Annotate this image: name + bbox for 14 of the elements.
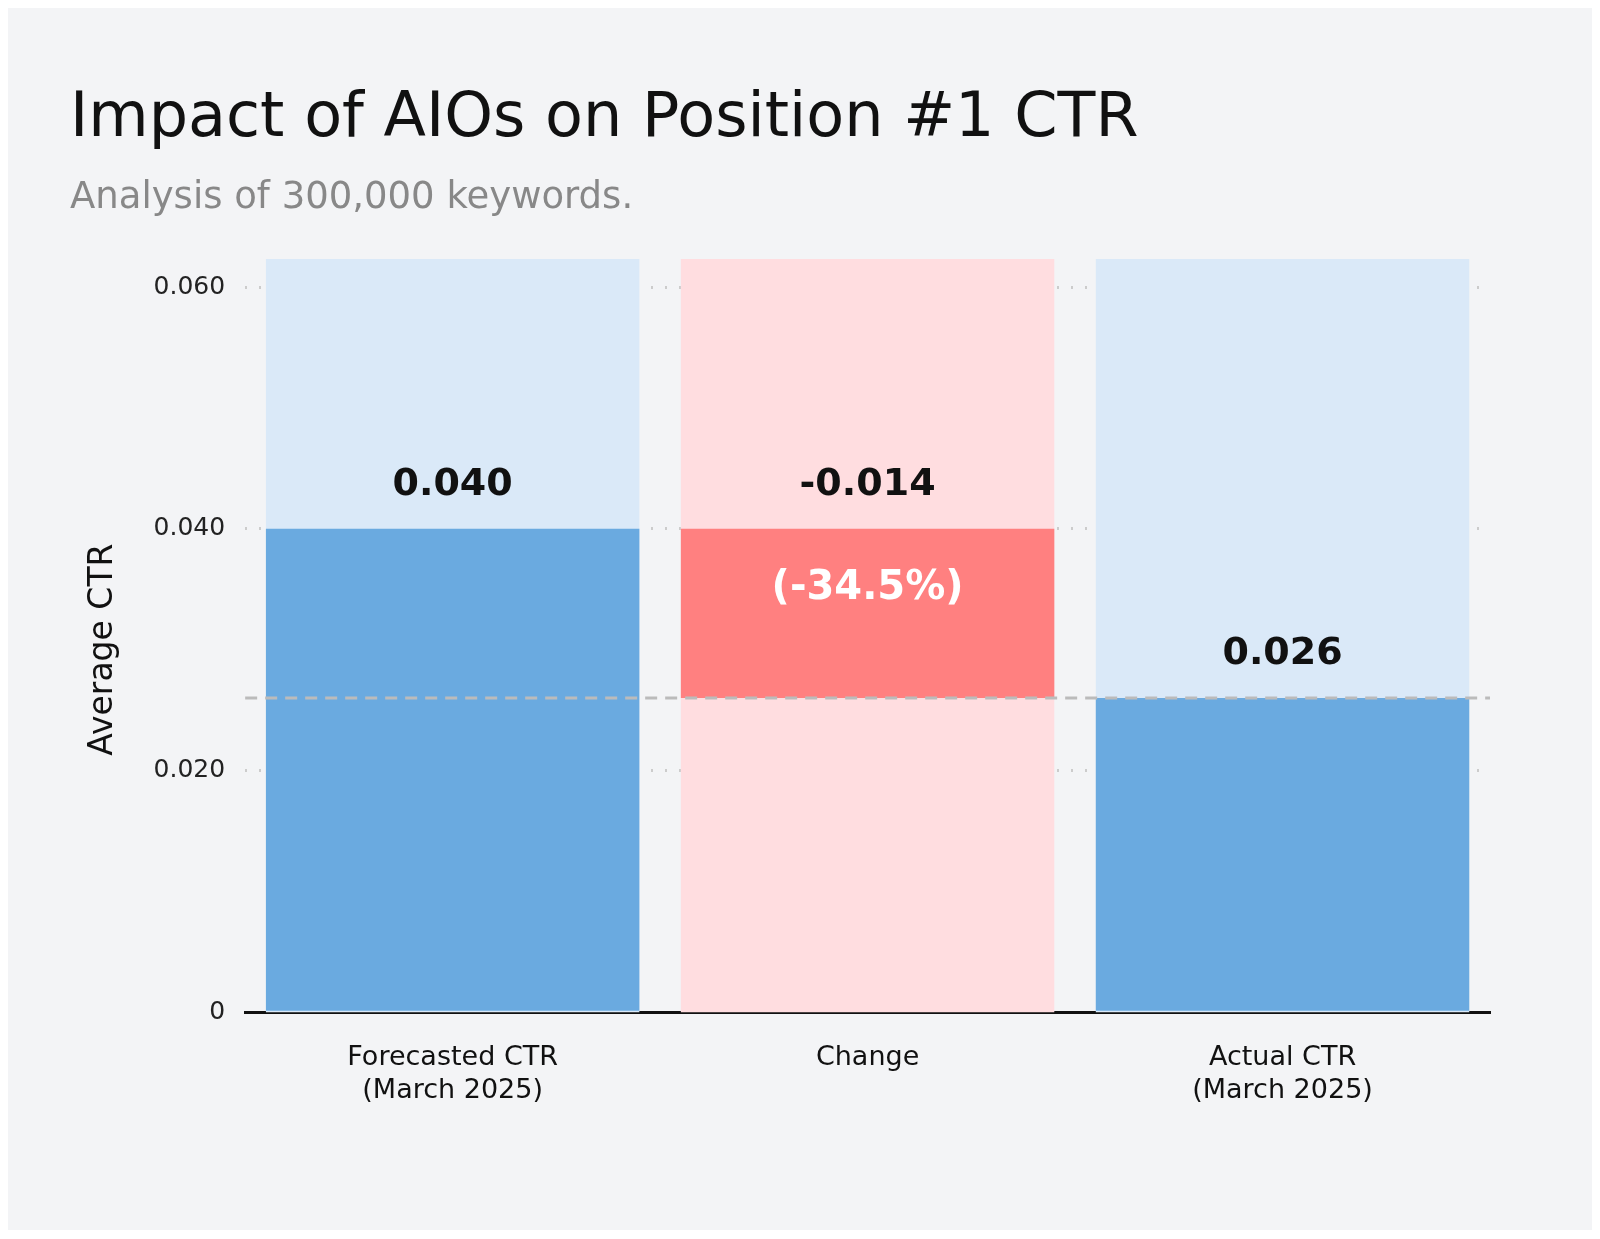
data-label: -0.014 (799, 460, 936, 505)
data-label: 0.026 (1222, 629, 1343, 674)
annotation: (-34.5%) (771, 562, 964, 609)
y-tick-label: 0.060 (153, 270, 226, 300)
chart-title: Impact of AIOs on Position #1 CTR (70, 78, 1140, 153)
y-axis-title: Average CTR (81, 543, 121, 757)
x-tick-label: Forecasted CTR (March 2025) (347, 1040, 558, 1105)
x-tick-label: Actual CTR (March 2025) (1192, 1040, 1373, 1105)
y-tick-label: 0.040 (153, 512, 226, 542)
y-tick-label: 0.020 (153, 754, 226, 784)
x-tick-label: Change (815, 1040, 920, 1072)
chart-subtitle: Analysis of 300,000 keywords. (70, 174, 635, 218)
data-label: 0.040 (392, 460, 513, 505)
y-tick-label: 0 (209, 996, 226, 1026)
